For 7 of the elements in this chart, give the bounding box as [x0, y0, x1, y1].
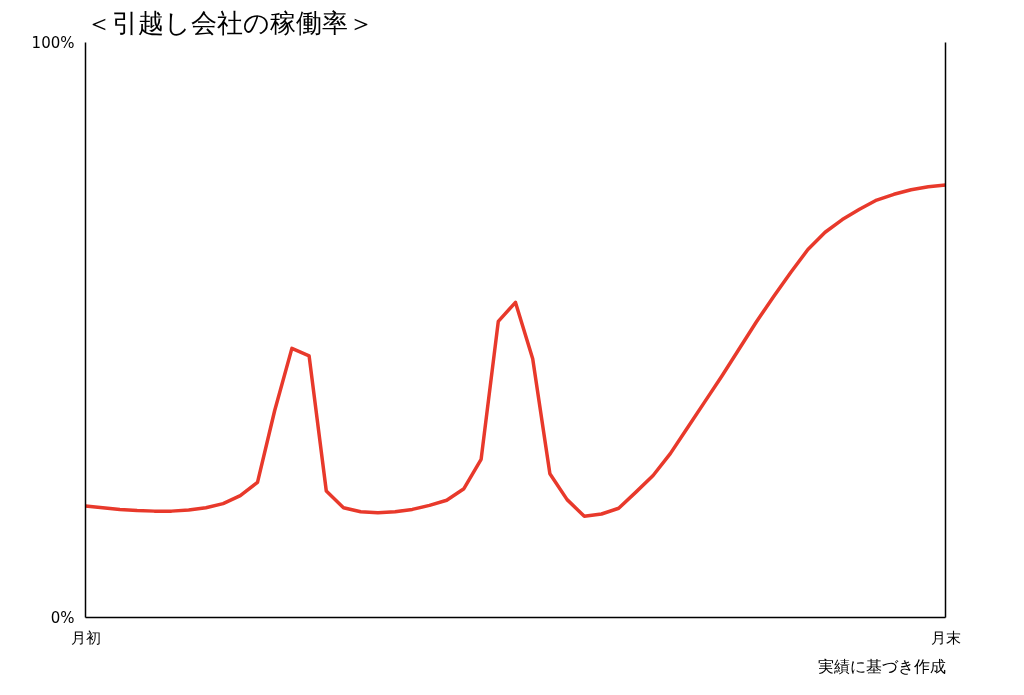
y-tick-label: 0% — [50, 608, 75, 627]
text: 実績に基づき作成 — [817, 656, 946, 676]
x-tick-label: 月末 — [930, 628, 961, 647]
line-series — [85, 183, 946, 519]
x-tick-label: 月初 — [70, 628, 101, 647]
y-tick-label: 100% — [31, 33, 75, 52]
chart-title: ＜引越し会社の稼働率＞ — [85, 7, 374, 38]
